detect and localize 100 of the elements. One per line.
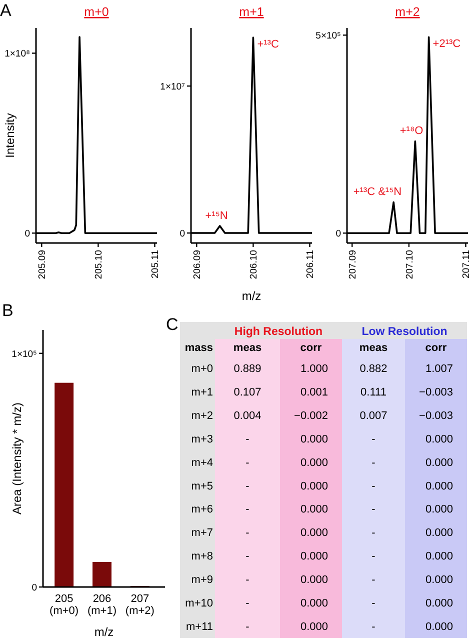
annotation: +¹³C: [257, 38, 279, 51]
y-tick-label: 5×10⁵: [316, 30, 342, 42]
x-axis-title: m/z: [94, 625, 114, 639]
text: m+0: [191, 363, 213, 375]
text: 1.000: [300, 363, 328, 375]
text: −0.002: [294, 410, 328, 422]
text: -: [372, 504, 376, 516]
text: m+6: [191, 504, 213, 516]
text: m+11: [186, 620, 213, 633]
category-label: meas: [233, 342, 262, 354]
text: 0.000: [425, 504, 453, 516]
text: 0.000: [300, 598, 328, 610]
text: m+4: [191, 456, 213, 469]
text: m+9: [191, 574, 213, 586]
text: -: [372, 598, 376, 610]
text: 0.107: [234, 386, 262, 398]
text: High Resolution: [234, 326, 323, 338]
x-tick-label: 206 (m+1): [87, 593, 117, 617]
text: 0.000: [300, 620, 328, 633]
category-label: meas: [359, 342, 388, 354]
text: m+10: [185, 598, 213, 610]
category-label: mass: [184, 342, 213, 354]
chart-title: m+2: [395, 5, 420, 19]
x-tick-label: 205 (m+0): [50, 593, 79, 617]
text: 0.000: [300, 456, 328, 469]
text: 0.004: [234, 410, 262, 422]
text: 0.000: [300, 480, 328, 492]
text: 0.000: [425, 620, 453, 633]
text: -: [246, 504, 250, 516]
annotation: +¹⁸O: [400, 125, 424, 138]
y-tick-label: 0: [24, 228, 30, 240]
text: 0.000: [300, 504, 328, 516]
text: m+8: [191, 550, 213, 563]
text: -: [372, 456, 376, 469]
x-tick-label: 205.10: [94, 250, 105, 280]
text: -: [246, 480, 250, 492]
text: -: [372, 620, 376, 633]
text: -: [246, 527, 250, 540]
text: -: [372, 550, 376, 563]
text: 0.000: [300, 550, 328, 563]
x-tick-label: 205.11: [150, 250, 162, 278]
text: 0.000: [425, 480, 453, 492]
x-tick-label: 206.11: [305, 250, 316, 278]
text: -: [372, 527, 376, 540]
annotation: +¹³C &¹⁵N: [353, 186, 402, 198]
text: -: [246, 433, 250, 446]
y-tick-label: 1×10⁸: [4, 48, 30, 60]
x-tick-label: 207.09: [348, 250, 359, 280]
y-tick-label: 0: [180, 228, 185, 240]
text: -: [246, 620, 250, 633]
chart-title: m+0: [84, 5, 109, 19]
text: B: [2, 301, 14, 320]
chart-title: m+1: [239, 5, 264, 19]
annotation: +¹⁵N: [205, 210, 228, 222]
annotation: +2¹³C: [432, 38, 461, 50]
text: 0.000: [425, 527, 453, 540]
text: -: [246, 456, 250, 469]
text: 0.000: [425, 598, 453, 610]
category-label: corr: [300, 342, 322, 354]
y-tick-label: 1×10⁷: [160, 82, 186, 93]
x-tick-label: 207 (m+2): [125, 593, 154, 617]
text: m+1: [191, 386, 213, 398]
text: -: [246, 550, 250, 563]
text: 0.000: [300, 433, 328, 446]
text: A: [0, 1, 12, 20]
text: 0.000: [425, 550, 453, 563]
y-tick-label: 1×10⁵: [12, 348, 38, 360]
text: m+2: [191, 410, 213, 422]
text: 0.007: [360, 410, 388, 422]
x-axis-title: m/z: [242, 289, 262, 303]
y-axis-title: Intensity: [3, 113, 17, 158]
text: C: [166, 315, 178, 334]
x-tick-label: 205.09: [37, 250, 48, 280]
text: 0.000: [425, 456, 453, 469]
text: m+5: [191, 480, 213, 492]
text: m+7: [191, 527, 213, 540]
text: -: [372, 433, 376, 446]
text: 0.111: [360, 386, 386, 398]
x-tick-label: 206.10: [248, 250, 260, 280]
text: −0.003: [419, 410, 453, 422]
text: 0.000: [300, 574, 328, 586]
text: -: [372, 574, 376, 586]
text: m+3: [191, 433, 213, 446]
x-tick-label: 206.09: [192, 250, 204, 280]
text: 0.000: [425, 574, 453, 586]
y-axis-title: Area (Intensity * m/z): [10, 402, 24, 515]
text: -: [246, 574, 250, 586]
text: -: [246, 598, 250, 610]
text: −0.003: [419, 386, 453, 398]
category-label: corr: [425, 342, 448, 354]
text: 0.889: [234, 363, 262, 375]
text: 1.007: [425, 363, 453, 375]
text: -: [372, 480, 376, 492]
text: Low Resolution: [362, 326, 448, 338]
y-tick-label: 0: [336, 228, 341, 240]
x-tick-label: 207.10: [404, 250, 416, 280]
text: 0.000: [425, 433, 453, 446]
text: 0.000: [300, 527, 328, 540]
text: 0.882: [360, 363, 388, 375]
x-tick-label: 207.11: [461, 250, 472, 278]
